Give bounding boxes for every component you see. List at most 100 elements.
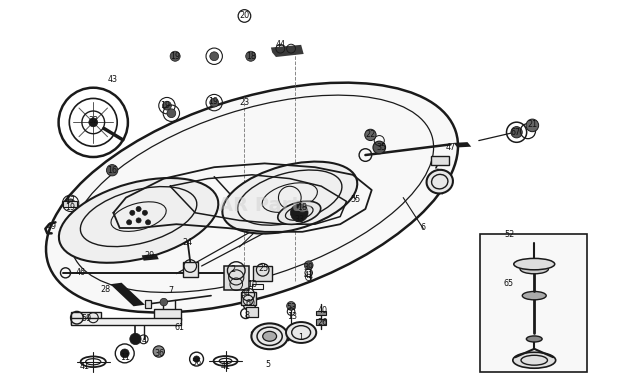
Text: 35: 35 (376, 143, 386, 152)
Text: 55: 55 (351, 195, 361, 204)
Text: AR Parts: AR Parts (217, 196, 312, 215)
Circle shape (89, 118, 98, 127)
Text: 65: 65 (504, 279, 514, 288)
Bar (316, 311, 326, 315)
Text: 2: 2 (231, 265, 236, 274)
Text: 20: 20 (239, 11, 249, 21)
Circle shape (142, 210, 147, 215)
Text: 18: 18 (246, 52, 256, 61)
Ellipse shape (278, 201, 321, 225)
Circle shape (365, 129, 376, 141)
Ellipse shape (522, 291, 546, 300)
Text: 42: 42 (304, 271, 314, 280)
Text: 24: 24 (183, 238, 193, 247)
Bar (63, 201, 77, 207)
Circle shape (193, 356, 200, 362)
Circle shape (298, 204, 307, 213)
Bar (252, 284, 263, 289)
Ellipse shape (251, 323, 288, 349)
Bar (71, 312, 101, 324)
Text: 19: 19 (208, 97, 218, 106)
Ellipse shape (520, 264, 548, 274)
Text: 7: 7 (169, 286, 174, 295)
Text: 5: 5 (265, 360, 270, 369)
Polygon shape (454, 142, 471, 147)
Ellipse shape (427, 170, 453, 193)
Text: 61: 61 (175, 323, 185, 332)
Circle shape (130, 333, 141, 345)
Text: 19: 19 (170, 52, 180, 61)
Text: 19: 19 (160, 101, 170, 110)
Circle shape (153, 346, 164, 357)
Ellipse shape (527, 336, 542, 342)
Text: 11: 11 (120, 353, 130, 363)
Text: 17: 17 (66, 196, 76, 205)
Text: 34: 34 (241, 289, 251, 298)
Text: 29: 29 (145, 251, 155, 260)
Circle shape (127, 220, 132, 225)
Text: 25: 25 (258, 264, 268, 273)
Ellipse shape (263, 331, 277, 341)
Bar (145, 300, 151, 308)
Text: 6: 6 (421, 223, 426, 232)
Circle shape (146, 220, 151, 225)
Text: 10: 10 (247, 280, 257, 289)
Text: 1: 1 (299, 333, 304, 342)
Circle shape (210, 98, 219, 107)
Polygon shape (271, 45, 304, 57)
Bar (480, 234, 587, 372)
Ellipse shape (222, 162, 357, 234)
Ellipse shape (514, 258, 555, 270)
Circle shape (511, 127, 522, 138)
Circle shape (163, 101, 171, 110)
Ellipse shape (286, 322, 316, 343)
Circle shape (130, 210, 135, 215)
Text: 22: 22 (365, 130, 375, 139)
Circle shape (373, 141, 386, 154)
Text: 4: 4 (141, 336, 146, 345)
Text: 33: 33 (294, 215, 304, 224)
Text: 16: 16 (107, 166, 117, 175)
Text: 41: 41 (80, 362, 90, 371)
Text: 49: 49 (47, 222, 57, 231)
Text: 43: 43 (107, 74, 117, 84)
Circle shape (136, 218, 141, 223)
Bar (183, 262, 198, 277)
Text: 39: 39 (304, 263, 314, 272)
Text: 19: 19 (66, 203, 76, 212)
Text: 60: 60 (246, 299, 256, 309)
Circle shape (290, 204, 308, 222)
Circle shape (160, 298, 168, 306)
Text: 67: 67 (510, 128, 520, 137)
Text: 40: 40 (318, 306, 328, 315)
Bar (316, 319, 326, 325)
Bar (71, 318, 181, 325)
Text: 32: 32 (88, 116, 98, 125)
Bar (246, 307, 258, 317)
Bar (431, 156, 449, 165)
Text: 53: 53 (286, 302, 296, 312)
Bar (154, 309, 181, 320)
Text: 23: 23 (239, 98, 249, 107)
Text: 8: 8 (244, 311, 249, 320)
Text: 18: 18 (297, 203, 307, 212)
Text: 52: 52 (504, 230, 514, 239)
Circle shape (287, 301, 295, 310)
Circle shape (170, 51, 180, 61)
Text: 46: 46 (76, 268, 86, 277)
Circle shape (167, 109, 176, 118)
Bar (224, 266, 249, 290)
Text: 59: 59 (82, 314, 92, 323)
Bar (253, 266, 272, 281)
Text: 41: 41 (220, 362, 231, 371)
Circle shape (120, 349, 129, 358)
Circle shape (304, 261, 313, 270)
Text: 26: 26 (318, 318, 328, 327)
Text: 13: 13 (287, 312, 297, 321)
Text: 44: 44 (275, 40, 285, 49)
Circle shape (136, 206, 141, 212)
Text: 56: 56 (192, 358, 202, 367)
Text: 36: 36 (154, 349, 164, 358)
Circle shape (106, 165, 118, 176)
Text: 21: 21 (527, 120, 537, 129)
